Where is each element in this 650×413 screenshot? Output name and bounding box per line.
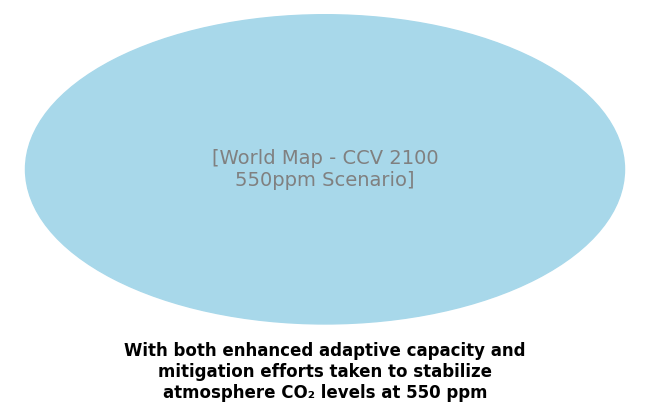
Ellipse shape [25,15,625,324]
Text: [World Map - CCV 2100
550ppm Scenario]: [World Map - CCV 2100 550ppm Scenario] [212,149,438,190]
Text: With both enhanced adaptive capacity and
mitigation efforts taken to stabilize
a: With both enhanced adaptive capacity and… [124,342,526,401]
